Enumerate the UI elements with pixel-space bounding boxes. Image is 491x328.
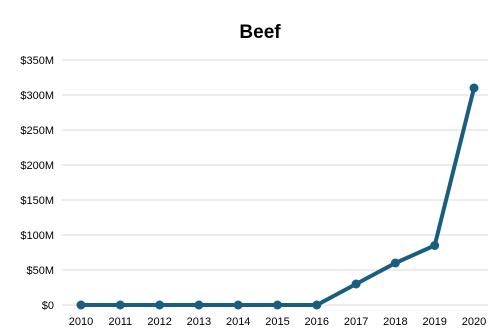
data-point [155, 301, 164, 310]
y-tick-label: $300M [20, 90, 54, 102]
x-tick-label: 2015 [265, 316, 289, 328]
data-point [430, 241, 439, 250]
y-tick-label: $150M [20, 195, 54, 207]
y-tick-label: $0 [42, 300, 54, 312]
data-point [470, 84, 479, 93]
x-tick-label: 2011 [108, 316, 132, 328]
x-tick-label: 2014 [226, 316, 250, 328]
y-tick-label: $200M [20, 160, 54, 172]
x-tick-label: 2012 [147, 316, 171, 328]
data-point [273, 301, 282, 310]
x-tick-label: 2019 [422, 316, 446, 328]
x-tick-label: 2018 [383, 316, 407, 328]
x-axis-ticks: 2010 2011 2012 2013 2014 2015 2016 2017 2018 2019… [69, 316, 486, 328]
data-point [312, 301, 321, 310]
data-point [116, 301, 125, 310]
y-axis-ticks: $0 $50M $100M $150M $200M $250M $300M $350M [20, 55, 54, 312]
series-layer [77, 84, 479, 310]
y-tick-label: $50M [26, 265, 54, 277]
x-tick-label: 2010 [69, 316, 93, 328]
series-line [81, 88, 474, 305]
y-tick-label: $350M [20, 55, 54, 67]
x-tick-label: 2013 [187, 316, 211, 328]
data-point [77, 301, 86, 310]
x-tick-label: 2016 [305, 316, 329, 328]
chart-title: Beef [239, 22, 281, 43]
data-point [234, 301, 243, 310]
data-point [194, 301, 203, 310]
x-tick-label: 2020 [462, 316, 486, 328]
y-tick-label: $250M [20, 125, 54, 137]
data-point [352, 280, 361, 289]
x-tick-label: 2017 [344, 316, 368, 328]
gridlines [62, 60, 488, 305]
data-point [391, 259, 400, 268]
y-tick-label: $100M [20, 230, 54, 242]
